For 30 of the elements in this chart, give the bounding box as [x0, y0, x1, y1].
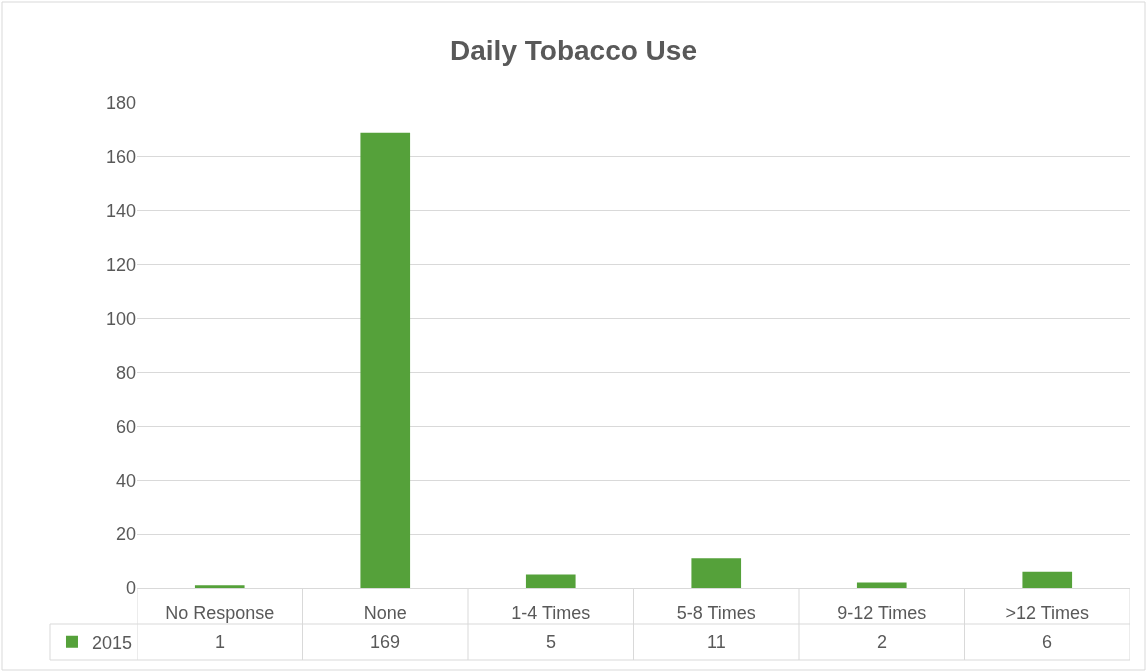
- x-tick-label: 1-4 Times: [511, 602, 591, 623]
- data-label: 2: [877, 632, 888, 652]
- data-label: 169: [370, 632, 401, 652]
- data-label: 1: [215, 632, 226, 652]
- y-tick-label: 160: [105, 147, 136, 168]
- chart-title: Daily Tobacco Use: [450, 34, 697, 66]
- bar: [856, 582, 907, 588]
- bar: [1022, 571, 1073, 588]
- data-label: 11: [707, 632, 726, 652]
- y-tick-label: 20: [115, 524, 136, 545]
- y-tick-label: 40: [115, 470, 136, 491]
- y-tick-label: 120: [105, 254, 136, 275]
- x-tick-label: >12 Times: [1005, 602, 1090, 623]
- legend-label: 2015: [91, 632, 133, 653]
- x-tick-label: 9-12 Times: [837, 602, 927, 623]
- y-tick-label: 80: [115, 362, 136, 383]
- bar: [691, 558, 742, 588]
- bar: [360, 132, 411, 588]
- x-tick-label: None: [363, 602, 407, 623]
- data-label: 6: [1042, 632, 1053, 652]
- y-tick-label: 0: [125, 578, 136, 599]
- y-tick-label: 60: [115, 416, 136, 437]
- x-tick-label: No Response: [165, 602, 275, 623]
- bar: [194, 585, 245, 588]
- y-tick-label: 100: [105, 308, 136, 329]
- x-tick-label: 5-8 Times: [676, 602, 756, 623]
- bar: [525, 574, 576, 588]
- data-label: 5: [546, 632, 557, 652]
- y-tick-label: 180: [105, 93, 136, 114]
- y-tick-label: 140: [105, 201, 136, 222]
